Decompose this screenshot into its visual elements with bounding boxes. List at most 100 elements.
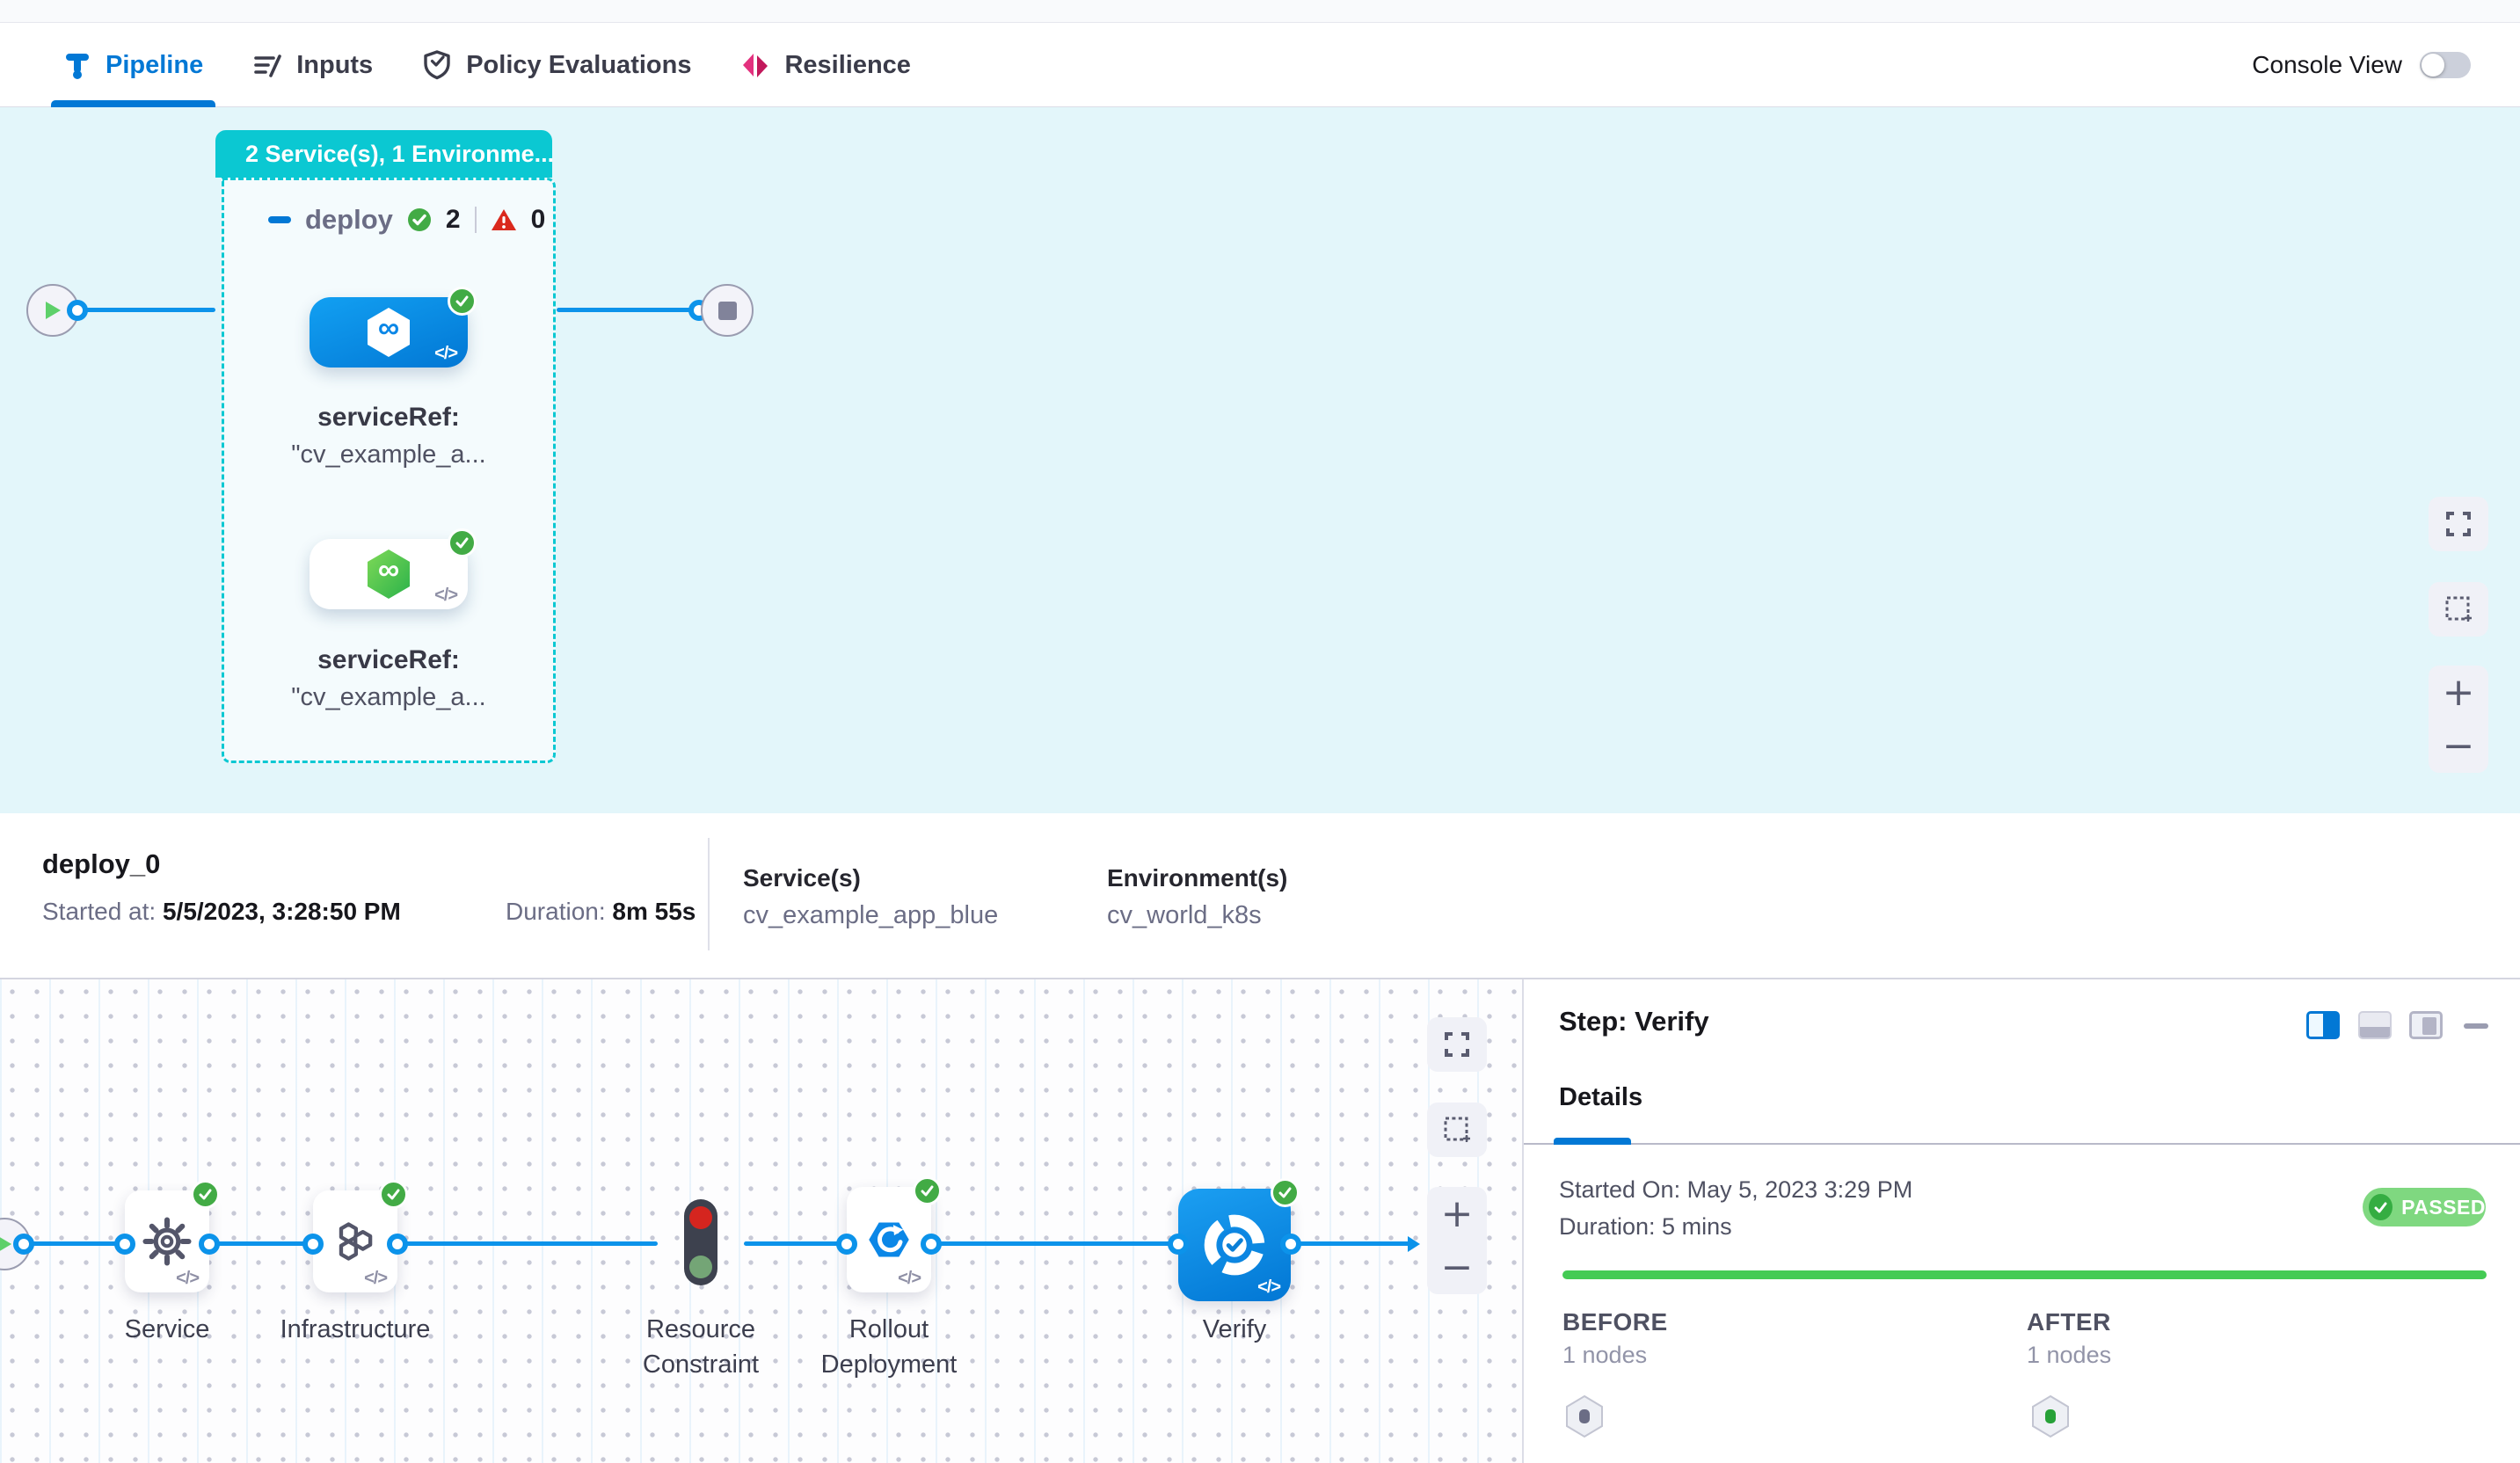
stage-info-bar: deploy_0 Started at: 5/5/2023, 3:28:50 P… bbox=[0, 813, 2520, 978]
marquee-select-button[interactable] bbox=[1427, 1103, 1487, 1157]
step-resource-constraint[interactable] bbox=[684, 1199, 717, 1285]
layout-floating-panel-button[interactable] bbox=[2409, 1011, 2443, 1039]
edge-start-to-stage bbox=[77, 308, 215, 312]
zoom-out-button[interactable]: − bbox=[1440, 1244, 1474, 1290]
step-infrastructure[interactable]: </> bbox=[313, 1180, 408, 1292]
tab-details[interactable]: Details bbox=[1559, 1083, 1643, 1111]
infinity-glyph: ∞ bbox=[377, 311, 400, 345]
zoom-in-button[interactable]: + bbox=[2442, 669, 2475, 715]
policy-shield-icon bbox=[424, 50, 450, 80]
after-node-hexagon[interactable] bbox=[2031, 1394, 2070, 1438]
status-check-icon bbox=[2369, 1194, 2393, 1220]
zoom-in-button[interactable]: + bbox=[1440, 1190, 1474, 1236]
verify-icon bbox=[1204, 1214, 1265, 1276]
step-success-badge bbox=[448, 528, 477, 557]
edge bbox=[744, 1241, 847, 1246]
step-rollout-deployment[interactable]: </> bbox=[847, 1176, 942, 1292]
edge-connector-dot bbox=[836, 1234, 857, 1255]
edge bbox=[24, 1241, 125, 1246]
step-label: Verify bbox=[1202, 1315, 1267, 1343]
tab-border bbox=[1524, 1143, 2520, 1145]
edge-arrowhead bbox=[1408, 1236, 1420, 1252]
before-label: BEFORE bbox=[1562, 1308, 1668, 1336]
tab-label: Policy Evaluations bbox=[466, 50, 692, 79]
count-divider bbox=[474, 207, 477, 233]
verification-progress-bar bbox=[1562, 1270, 2487, 1279]
before-node-hexagon[interactable] bbox=[1565, 1394, 1604, 1438]
service-node-1[interactable]: ∞ </> bbox=[310, 287, 477, 368]
step-verify[interactable]: </> bbox=[1178, 1178, 1300, 1301]
step-success-badge bbox=[448, 287, 477, 316]
harness-service-logo: ∞ bbox=[364, 548, 413, 600]
stage-group-body[interactable] bbox=[222, 178, 556, 763]
environments-label: Environment(s) bbox=[1107, 864, 1288, 892]
marquee-icon bbox=[1444, 1117, 1470, 1142]
window-top-strip bbox=[0, 0, 2520, 23]
service-node-2-label: serviceRef: "cv_example_a... bbox=[248, 642, 529, 716]
duration-label: Duration: bbox=[506, 898, 606, 925]
zoom-controls: + − bbox=[1427, 1187, 1487, 1294]
layout-inner-rect bbox=[2422, 1017, 2436, 1035]
rollout-deployment-icon bbox=[869, 1222, 909, 1257]
execution-graph-canvas[interactable]: </> Service </> Infras bbox=[0, 979, 1522, 1463]
step-service[interactable]: </> bbox=[125, 1180, 220, 1292]
services-value[interactable]: cv_example_app_blue bbox=[743, 901, 999, 929]
code-badge-icon: </> bbox=[434, 586, 458, 605]
environments-value[interactable]: cv_world_k8s bbox=[1107, 901, 1262, 929]
play-icon bbox=[0, 1237, 12, 1251]
pipeline-end-node[interactable] bbox=[701, 284, 754, 337]
traffic-light-red bbox=[689, 1206, 712, 1229]
console-view-toggle[interactable] bbox=[2420, 52, 2471, 78]
step-started-on: Started On: May 5, 2023 3:29 PM bbox=[1559, 1176, 1913, 1203]
stage-summary-row[interactable]: deploy 2 0 bbox=[268, 202, 545, 237]
tab-active-underline bbox=[1554, 1138, 1631, 1145]
code-badge-icon: </> bbox=[898, 1269, 921, 1288]
collapse-minus-icon[interactable] bbox=[268, 216, 291, 223]
step-success-badge bbox=[1271, 1178, 1300, 1207]
traffic-light-green bbox=[689, 1256, 712, 1278]
zoom-out-button[interactable]: − bbox=[2442, 723, 2475, 768]
success-count-icon bbox=[407, 208, 431, 231]
failed-count-icon bbox=[491, 208, 516, 230]
step-success-badge bbox=[191, 1180, 220, 1209]
stage-name: deploy bbox=[305, 204, 393, 235]
status-text: PASSED bbox=[2401, 1195, 2486, 1219]
step-panel-title: Step: Verify bbox=[1559, 1006, 1709, 1037]
step-success-badge bbox=[379, 1180, 408, 1209]
service-ref-value: "cv_example_a... bbox=[291, 683, 486, 711]
marquee-icon bbox=[2445, 596, 2472, 622]
status-badge: PASSED bbox=[2363, 1188, 2486, 1226]
service-gear-icon bbox=[142, 1217, 192, 1266]
pipeline-stage-canvas[interactable]: 2 Service(s), 1 Environme... deploy 2 0 … bbox=[0, 107, 2520, 813]
fullscreen-button[interactable] bbox=[2429, 497, 2488, 551]
service-ref-value: "cv_example_a... bbox=[291, 440, 486, 469]
services-label: Service(s) bbox=[743, 864, 861, 892]
tab-resilience[interactable]: Resilience bbox=[728, 24, 922, 106]
after-label: AFTER bbox=[2027, 1308, 2111, 1336]
edge bbox=[215, 1241, 313, 1246]
infrastructure-icon bbox=[339, 1222, 373, 1261]
tab-inputs[interactable]: Inputs bbox=[240, 24, 385, 106]
stage-group-header[interactable]: 2 Service(s), 1 Environme... bbox=[215, 130, 552, 178]
code-badge-icon: </> bbox=[364, 1269, 388, 1288]
service-node-2[interactable]: ∞ </> bbox=[310, 528, 477, 609]
minimize-panel-button[interactable] bbox=[2464, 1023, 2488, 1029]
step-duration: Duration: 5 mins bbox=[1559, 1213, 1732, 1240]
code-badge-icon: </> bbox=[1257, 1277, 1281, 1297]
tab-policy-evaluations[interactable]: Policy Evaluations bbox=[410, 24, 703, 106]
edge bbox=[1297, 1241, 1411, 1246]
edge bbox=[404, 1241, 658, 1246]
stage-group-title: 2 Service(s), 1 Environme... bbox=[245, 140, 552, 167]
step-label: Rollout Deployment bbox=[820, 1315, 958, 1379]
marquee-select-button[interactable] bbox=[2429, 582, 2488, 637]
layout-bottom-panel-button[interactable] bbox=[2358, 1011, 2392, 1039]
after-node-count: 1 nodes bbox=[2027, 1342, 2112, 1368]
duration: Duration: 8m 55s bbox=[506, 898, 696, 926]
tab-pipeline[interactable]: Pipeline bbox=[51, 24, 216, 107]
layout-right-panel-button[interactable] bbox=[2306, 1011, 2340, 1039]
step-label: Infrastructure bbox=[280, 1315, 431, 1343]
step-label: Service bbox=[124, 1315, 210, 1343]
tab-label: Pipeline bbox=[106, 50, 204, 79]
fullscreen-button[interactable] bbox=[1427, 1017, 1487, 1072]
pipeline-icon bbox=[66, 54, 89, 79]
